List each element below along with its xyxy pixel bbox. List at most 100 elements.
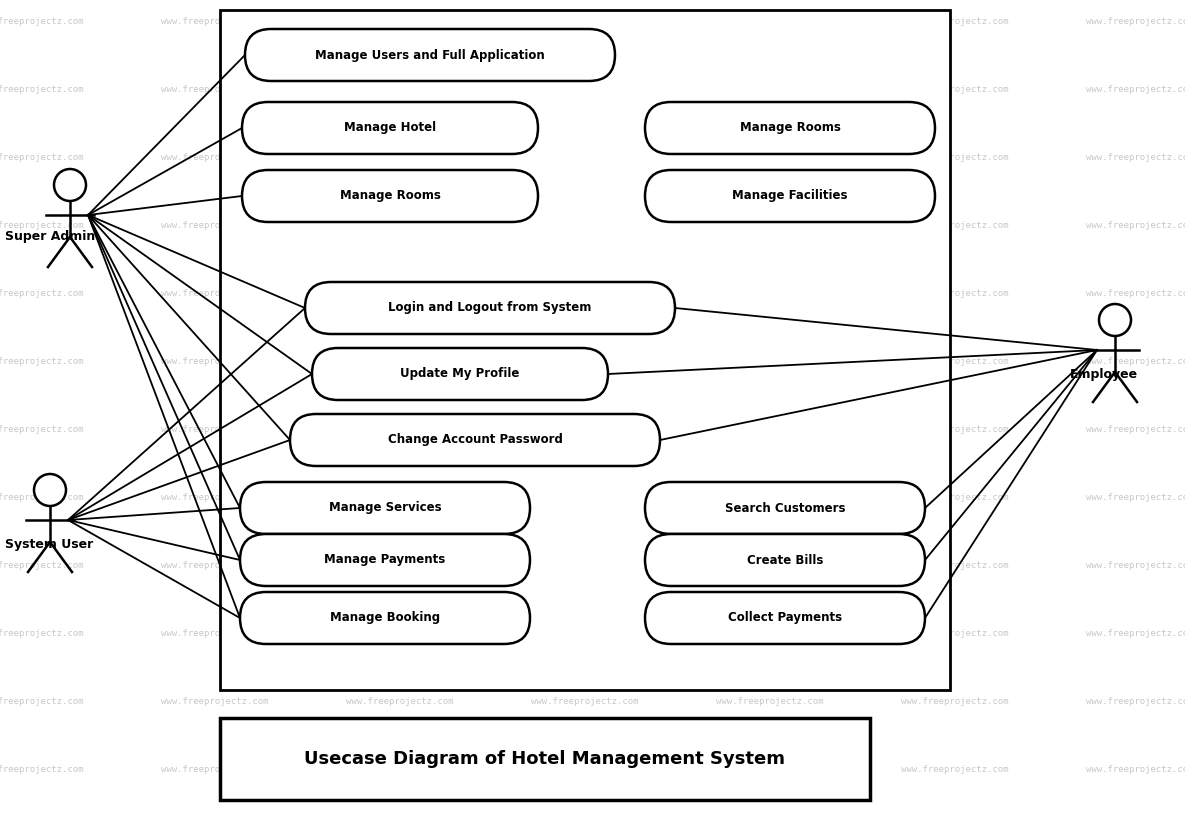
Text: www.freeprojectz.com: www.freeprojectz.com [1087, 698, 1185, 707]
Text: www.freeprojectz.com: www.freeprojectz.com [161, 85, 269, 94]
FancyBboxPatch shape [312, 348, 608, 400]
Text: www.freeprojectz.com: www.freeprojectz.com [902, 426, 1008, 435]
FancyBboxPatch shape [220, 10, 950, 690]
Text: www.freeprojectz.com: www.freeprojectz.com [0, 17, 84, 26]
Text: www.freeprojectz.com: www.freeprojectz.com [531, 289, 639, 298]
Text: www.freeprojectz.com: www.freeprojectz.com [1087, 17, 1185, 26]
Text: www.freeprojectz.com: www.freeprojectz.com [0, 153, 84, 162]
Text: Login and Logout from System: Login and Logout from System [389, 301, 591, 314]
Text: Manage Users and Full Application: Manage Users and Full Application [315, 48, 545, 61]
Text: www.freeprojectz.com: www.freeprojectz.com [531, 85, 639, 94]
Text: www.freeprojectz.com: www.freeprojectz.com [531, 153, 639, 162]
Text: www.freeprojectz.com: www.freeprojectz.com [1087, 426, 1185, 435]
Text: www.freeprojectz.com: www.freeprojectz.com [716, 358, 824, 366]
Text: www.freeprojectz.com: www.freeprojectz.com [0, 289, 84, 298]
FancyBboxPatch shape [645, 102, 935, 154]
Text: Change Account Password: Change Account Password [387, 433, 563, 446]
Text: www.freeprojectz.com: www.freeprojectz.com [716, 221, 824, 230]
Text: www.freeprojectz.com: www.freeprojectz.com [531, 698, 639, 707]
Text: www.freeprojectz.com: www.freeprojectz.com [346, 426, 454, 435]
Text: Manage Payments: Manage Payments [325, 554, 446, 567]
FancyBboxPatch shape [645, 170, 935, 222]
Text: www.freeprojectz.com: www.freeprojectz.com [346, 289, 454, 298]
Text: www.freeprojectz.com: www.freeprojectz.com [716, 289, 824, 298]
Text: www.freeprojectz.com: www.freeprojectz.com [161, 698, 269, 707]
Text: www.freeprojectz.com: www.freeprojectz.com [902, 289, 1008, 298]
Text: System User: System User [5, 538, 94, 551]
Text: www.freeprojectz.com: www.freeprojectz.com [161, 494, 269, 503]
Text: www.freeprojectz.com: www.freeprojectz.com [1087, 562, 1185, 571]
Text: www.freeprojectz.com: www.freeprojectz.com [0, 562, 84, 571]
Text: Manage Rooms: Manage Rooms [739, 121, 840, 134]
Text: www.freeprojectz.com: www.freeprojectz.com [0, 221, 84, 230]
Text: www.freeprojectz.com: www.freeprojectz.com [161, 766, 269, 775]
Text: www.freeprojectz.com: www.freeprojectz.com [1087, 153, 1185, 162]
Text: www.freeprojectz.com: www.freeprojectz.com [161, 426, 269, 435]
Circle shape [55, 169, 87, 201]
Text: Manage Hotel: Manage Hotel [344, 121, 436, 134]
FancyBboxPatch shape [645, 482, 925, 534]
Text: www.freeprojectz.com: www.freeprojectz.com [161, 17, 269, 26]
Text: www.freeprojectz.com: www.freeprojectz.com [531, 426, 639, 435]
Text: www.freeprojectz.com: www.freeprojectz.com [346, 221, 454, 230]
Text: www.freeprojectz.com: www.freeprojectz.com [902, 221, 1008, 230]
Text: www.freeprojectz.com: www.freeprojectz.com [902, 17, 1008, 26]
Text: www.freeprojectz.com: www.freeprojectz.com [1087, 766, 1185, 775]
Text: Manage Facilities: Manage Facilities [732, 189, 847, 202]
Text: www.freeprojectz.com: www.freeprojectz.com [1087, 630, 1185, 639]
FancyBboxPatch shape [242, 170, 538, 222]
Text: Manage Booking: Manage Booking [329, 612, 440, 625]
Text: www.freeprojectz.com: www.freeprojectz.com [346, 358, 454, 366]
Text: Employee: Employee [1070, 368, 1138, 381]
Text: www.freeprojectz.com: www.freeprojectz.com [346, 698, 454, 707]
FancyBboxPatch shape [241, 482, 530, 534]
Text: www.freeprojectz.com: www.freeprojectz.com [716, 630, 824, 639]
Text: www.freeprojectz.com: www.freeprojectz.com [902, 562, 1008, 571]
Text: Super Admin: Super Admin [5, 230, 95, 243]
Text: www.freeprojectz.com: www.freeprojectz.com [902, 358, 1008, 366]
Text: www.freeprojectz.com: www.freeprojectz.com [902, 630, 1008, 639]
Text: www.freeprojectz.com: www.freeprojectz.com [531, 358, 639, 366]
Text: www.freeprojectz.com: www.freeprojectz.com [161, 153, 269, 162]
Text: www.freeprojectz.com: www.freeprojectz.com [902, 85, 1008, 94]
Text: www.freeprojectz.com: www.freeprojectz.com [902, 153, 1008, 162]
Text: www.freeprojectz.com: www.freeprojectz.com [531, 494, 639, 503]
Text: www.freeprojectz.com: www.freeprojectz.com [1087, 289, 1185, 298]
Text: www.freeprojectz.com: www.freeprojectz.com [346, 630, 454, 639]
Text: www.freeprojectz.com: www.freeprojectz.com [902, 766, 1008, 775]
Text: www.freeprojectz.com: www.freeprojectz.com [716, 426, 824, 435]
Text: www.freeprojectz.com: www.freeprojectz.com [1087, 494, 1185, 503]
Text: www.freeprojectz.com: www.freeprojectz.com [161, 221, 269, 230]
Text: www.freeprojectz.com: www.freeprojectz.com [346, 766, 454, 775]
Text: www.freeprojectz.com: www.freeprojectz.com [1087, 85, 1185, 94]
Text: www.freeprojectz.com: www.freeprojectz.com [346, 17, 454, 26]
Text: www.freeprojectz.com: www.freeprojectz.com [902, 494, 1008, 503]
Text: www.freeprojectz.com: www.freeprojectz.com [716, 698, 824, 707]
Text: www.freeprojectz.com: www.freeprojectz.com [161, 562, 269, 571]
Text: www.freeprojectz.com: www.freeprojectz.com [0, 698, 84, 707]
Text: Search Customers: Search Customers [725, 501, 845, 514]
Text: www.freeprojectz.com: www.freeprojectz.com [0, 766, 84, 775]
Text: www.freeprojectz.com: www.freeprojectz.com [716, 153, 824, 162]
Text: www.freeprojectz.com: www.freeprojectz.com [902, 698, 1008, 707]
Text: www.freeprojectz.com: www.freeprojectz.com [161, 630, 269, 639]
Text: www.freeprojectz.com: www.freeprojectz.com [531, 630, 639, 639]
FancyBboxPatch shape [241, 592, 530, 644]
Text: www.freeprojectz.com: www.freeprojectz.com [531, 17, 639, 26]
Text: www.freeprojectz.com: www.freeprojectz.com [161, 289, 269, 298]
FancyBboxPatch shape [305, 282, 675, 334]
Text: Manage Rooms: Manage Rooms [340, 189, 441, 202]
Text: Collect Payments: Collect Payments [728, 612, 843, 625]
Text: www.freeprojectz.com: www.freeprojectz.com [716, 766, 824, 775]
Text: Create Bills: Create Bills [747, 554, 824, 567]
Text: Manage Services: Manage Services [328, 501, 441, 514]
Text: www.freeprojectz.com: www.freeprojectz.com [716, 85, 824, 94]
Text: www.freeprojectz.com: www.freeprojectz.com [716, 494, 824, 503]
Text: www.freeprojectz.com: www.freeprojectz.com [0, 494, 84, 503]
Text: www.freeprojectz.com: www.freeprojectz.com [0, 85, 84, 94]
Text: www.freeprojectz.com: www.freeprojectz.com [346, 494, 454, 503]
FancyBboxPatch shape [645, 534, 925, 586]
Text: Usecase Diagram of Hotel Management System: Usecase Diagram of Hotel Management Syst… [305, 750, 786, 768]
Text: www.freeprojectz.com: www.freeprojectz.com [531, 221, 639, 230]
Text: Update My Profile: Update My Profile [401, 368, 520, 381]
